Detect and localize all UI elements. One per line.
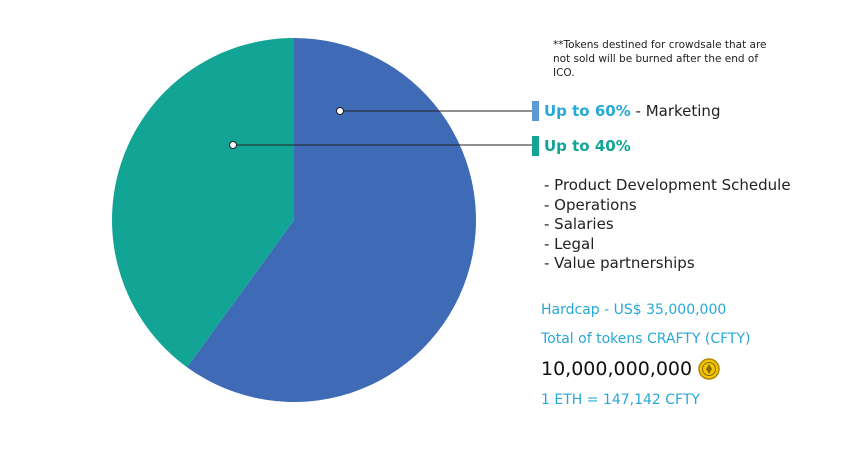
hardcap-text: Hardcap - US$ 35,000,000 [541,302,727,318]
pie-slice-1 [112,38,294,368]
legend-item-other: Up to 40% [544,136,631,156]
total-tokens-label: Total of tokens CRAFTY (CFTY) [541,331,751,347]
uses-list: - Product Development Schedule - Operati… [544,176,791,274]
exchange-rate-text: 1 ETH = 147,142 CFTY [541,392,700,408]
pie-slice-0 [187,38,477,402]
leader-dot-1 [229,141,237,149]
legend-label-marketing: Up to 60% [544,102,631,120]
crafty-coin-icon [698,358,720,380]
burn-note: **Tokens destined for crowdsale that are… [553,39,767,79]
list-item: - Value partnerships [544,254,695,272]
legend-label-other: Up to 40% [544,137,631,155]
legend-item-marketing: Up to 60% - Marketing [544,101,720,121]
list-item: - Salaries [544,215,614,233]
list-item: - Product Development Schedule [544,176,791,194]
total-tokens-row: 10,000,000,000 [541,358,720,380]
list-item: - Operations [544,195,637,214]
legend-desc-marketing: - Marketing [630,102,721,120]
total-tokens-value: 10,000,000,000 [541,358,693,380]
legend-marker-other [532,136,539,156]
list-item: - Legal [544,234,595,253]
leader-dot-0 [336,107,344,115]
legend-marker-marketing [532,101,539,121]
pie-slices [112,38,477,402]
leader-lines [229,107,532,149]
legend-desc-text: Marketing [645,102,721,120]
